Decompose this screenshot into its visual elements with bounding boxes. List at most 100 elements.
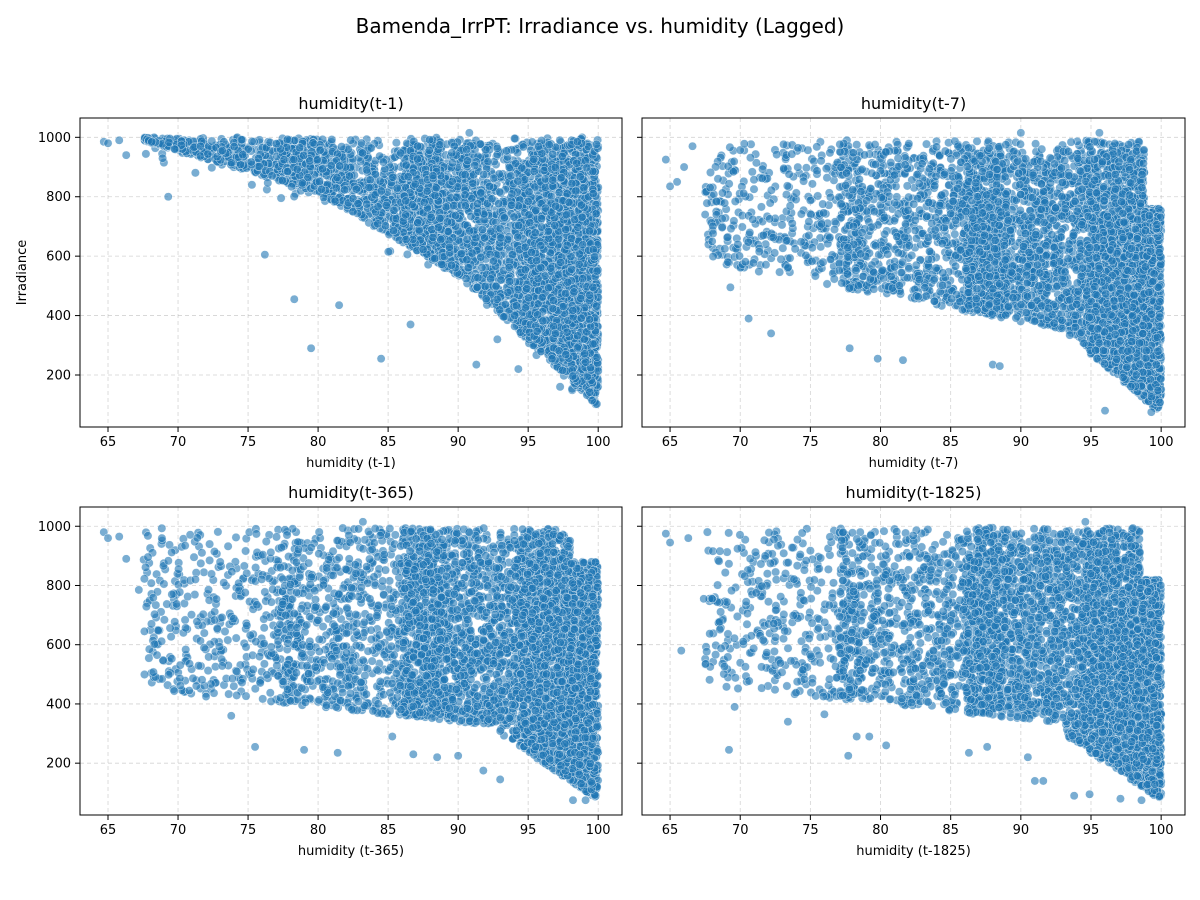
- scatter-point: [537, 214, 546, 224]
- scatter-point: [539, 166, 549, 175]
- scatter-point: [530, 228, 540, 238]
- scatter-point: [207, 136, 217, 146]
- scatter-point: [164, 137, 174, 147]
- scatter-point: [141, 149, 151, 159]
- scatter-point: [554, 188, 564, 198]
- scatter-point: [391, 138, 401, 148]
- scatter-point: [283, 134, 292, 144]
- scatter-point: [389, 205, 399, 215]
- scatter-point: [337, 142, 347, 152]
- scatter-point: [567, 264, 576, 274]
- scatter-point: [513, 232, 523, 242]
- scatter-point: [327, 135, 337, 145]
- scatter-point: [513, 285, 523, 295]
- scatter-point: [473, 273, 483, 283]
- scatter-point: [587, 396, 597, 405]
- scatter-point: [536, 347, 546, 356]
- scatter-point: [428, 232, 438, 242]
- scatter-point: [332, 173, 342, 183]
- scatter-point: [389, 226, 399, 236]
- scatter-point: [504, 262, 514, 272]
- scatter-point: [345, 171, 354, 181]
- scatter-point: [158, 153, 168, 163]
- scatter-point: [247, 180, 257, 190]
- scatter-point: [591, 209, 601, 219]
- scatter-point: [585, 387, 595, 397]
- scatter-point: [557, 151, 567, 161]
- scatter-point: [475, 139, 485, 149]
- scatter-point: [573, 222, 583, 232]
- scatter-point: [509, 212, 519, 222]
- figure-suptitle: Bamenda_IrrPT: Irradiance vs. humidity (…: [0, 14, 1200, 38]
- scatter-point: [472, 282, 482, 292]
- scatter-point: [464, 263, 473, 273]
- scatter-point: [366, 143, 376, 153]
- scatter-point: [495, 223, 505, 233]
- scatter-point: [555, 135, 565, 145]
- scatter-point: [579, 183, 589, 193]
- scatter-point: [564, 198, 574, 207]
- scatter-points: [99, 128, 603, 409]
- scatter-point: [287, 182, 297, 192]
- scatter-point: [424, 145, 434, 155]
- scatter-point: [483, 157, 493, 167]
- scatter-point: [351, 184, 361, 194]
- scatter-point: [353, 199, 363, 209]
- scatter-point: [588, 189, 598, 199]
- scatter-point: [592, 301, 602, 311]
- scatter-point: [295, 143, 305, 153]
- scatter-point: [447, 148, 457, 158]
- scatter-point: [207, 163, 217, 173]
- scatter-point: [365, 175, 375, 185]
- scatter-point: [506, 171, 516, 181]
- scatter-point: [362, 199, 372, 209]
- scatter-point: [289, 192, 299, 201]
- scatter-point: [364, 183, 374, 192]
- scatter-point: [357, 138, 366, 148]
- scatter-point: [452, 192, 462, 202]
- scatter-point: [277, 175, 287, 185]
- scatter-point: [462, 255, 472, 265]
- scatter-point: [520, 265, 530, 275]
- scatter-point: [237, 135, 246, 145]
- scatter-point: [247, 137, 257, 146]
- scatter-point: [383, 247, 393, 257]
- scatter-point: [238, 150, 248, 160]
- scatter-point: [592, 266, 602, 276]
- scatter-point: [533, 310, 543, 320]
- scatter-point: [540, 174, 550, 184]
- scatter-point: [540, 182, 550, 192]
- scatter-point: [503, 287, 513, 297]
- scatter-point: [447, 158, 457, 168]
- scatter-point: [555, 382, 565, 392]
- scatter-point: [522, 284, 532, 294]
- scatter-point: [476, 252, 486, 262]
- scatter-point: [523, 197, 533, 206]
- scatter-point: [346, 135, 356, 145]
- scatter-point: [468, 178, 478, 188]
- scatter-point: [276, 193, 286, 203]
- scatter-point: [373, 219, 383, 229]
- scatter-point: [335, 161, 345, 171]
- scatter-point: [524, 293, 534, 303]
- scatter-point: [496, 233, 506, 243]
- scatter-point: [524, 187, 534, 197]
- scatter-point: [499, 213, 509, 223]
- scatter-point: [378, 157, 388, 167]
- scatter-point: [544, 140, 554, 150]
- scatter-point: [554, 234, 563, 244]
- scatter-point: [543, 226, 553, 236]
- scatter-point: [511, 301, 521, 311]
- scatter-point: [449, 201, 459, 211]
- scatter-point: [447, 176, 457, 186]
- scatter-point: [267, 171, 277, 181]
- scatter-point: [479, 170, 489, 180]
- scatter-point: [489, 173, 499, 183]
- scatter-point: [513, 176, 523, 186]
- scatter-point: [330, 196, 340, 206]
- subplot-1: 65 70 75 80 85 90 95 1002004006008001000humidit…: [15, 94, 623, 471]
- scatter-point: [529, 167, 539, 176]
- scatter-point: [574, 259, 584, 269]
- scatter-point: [510, 134, 520, 143]
